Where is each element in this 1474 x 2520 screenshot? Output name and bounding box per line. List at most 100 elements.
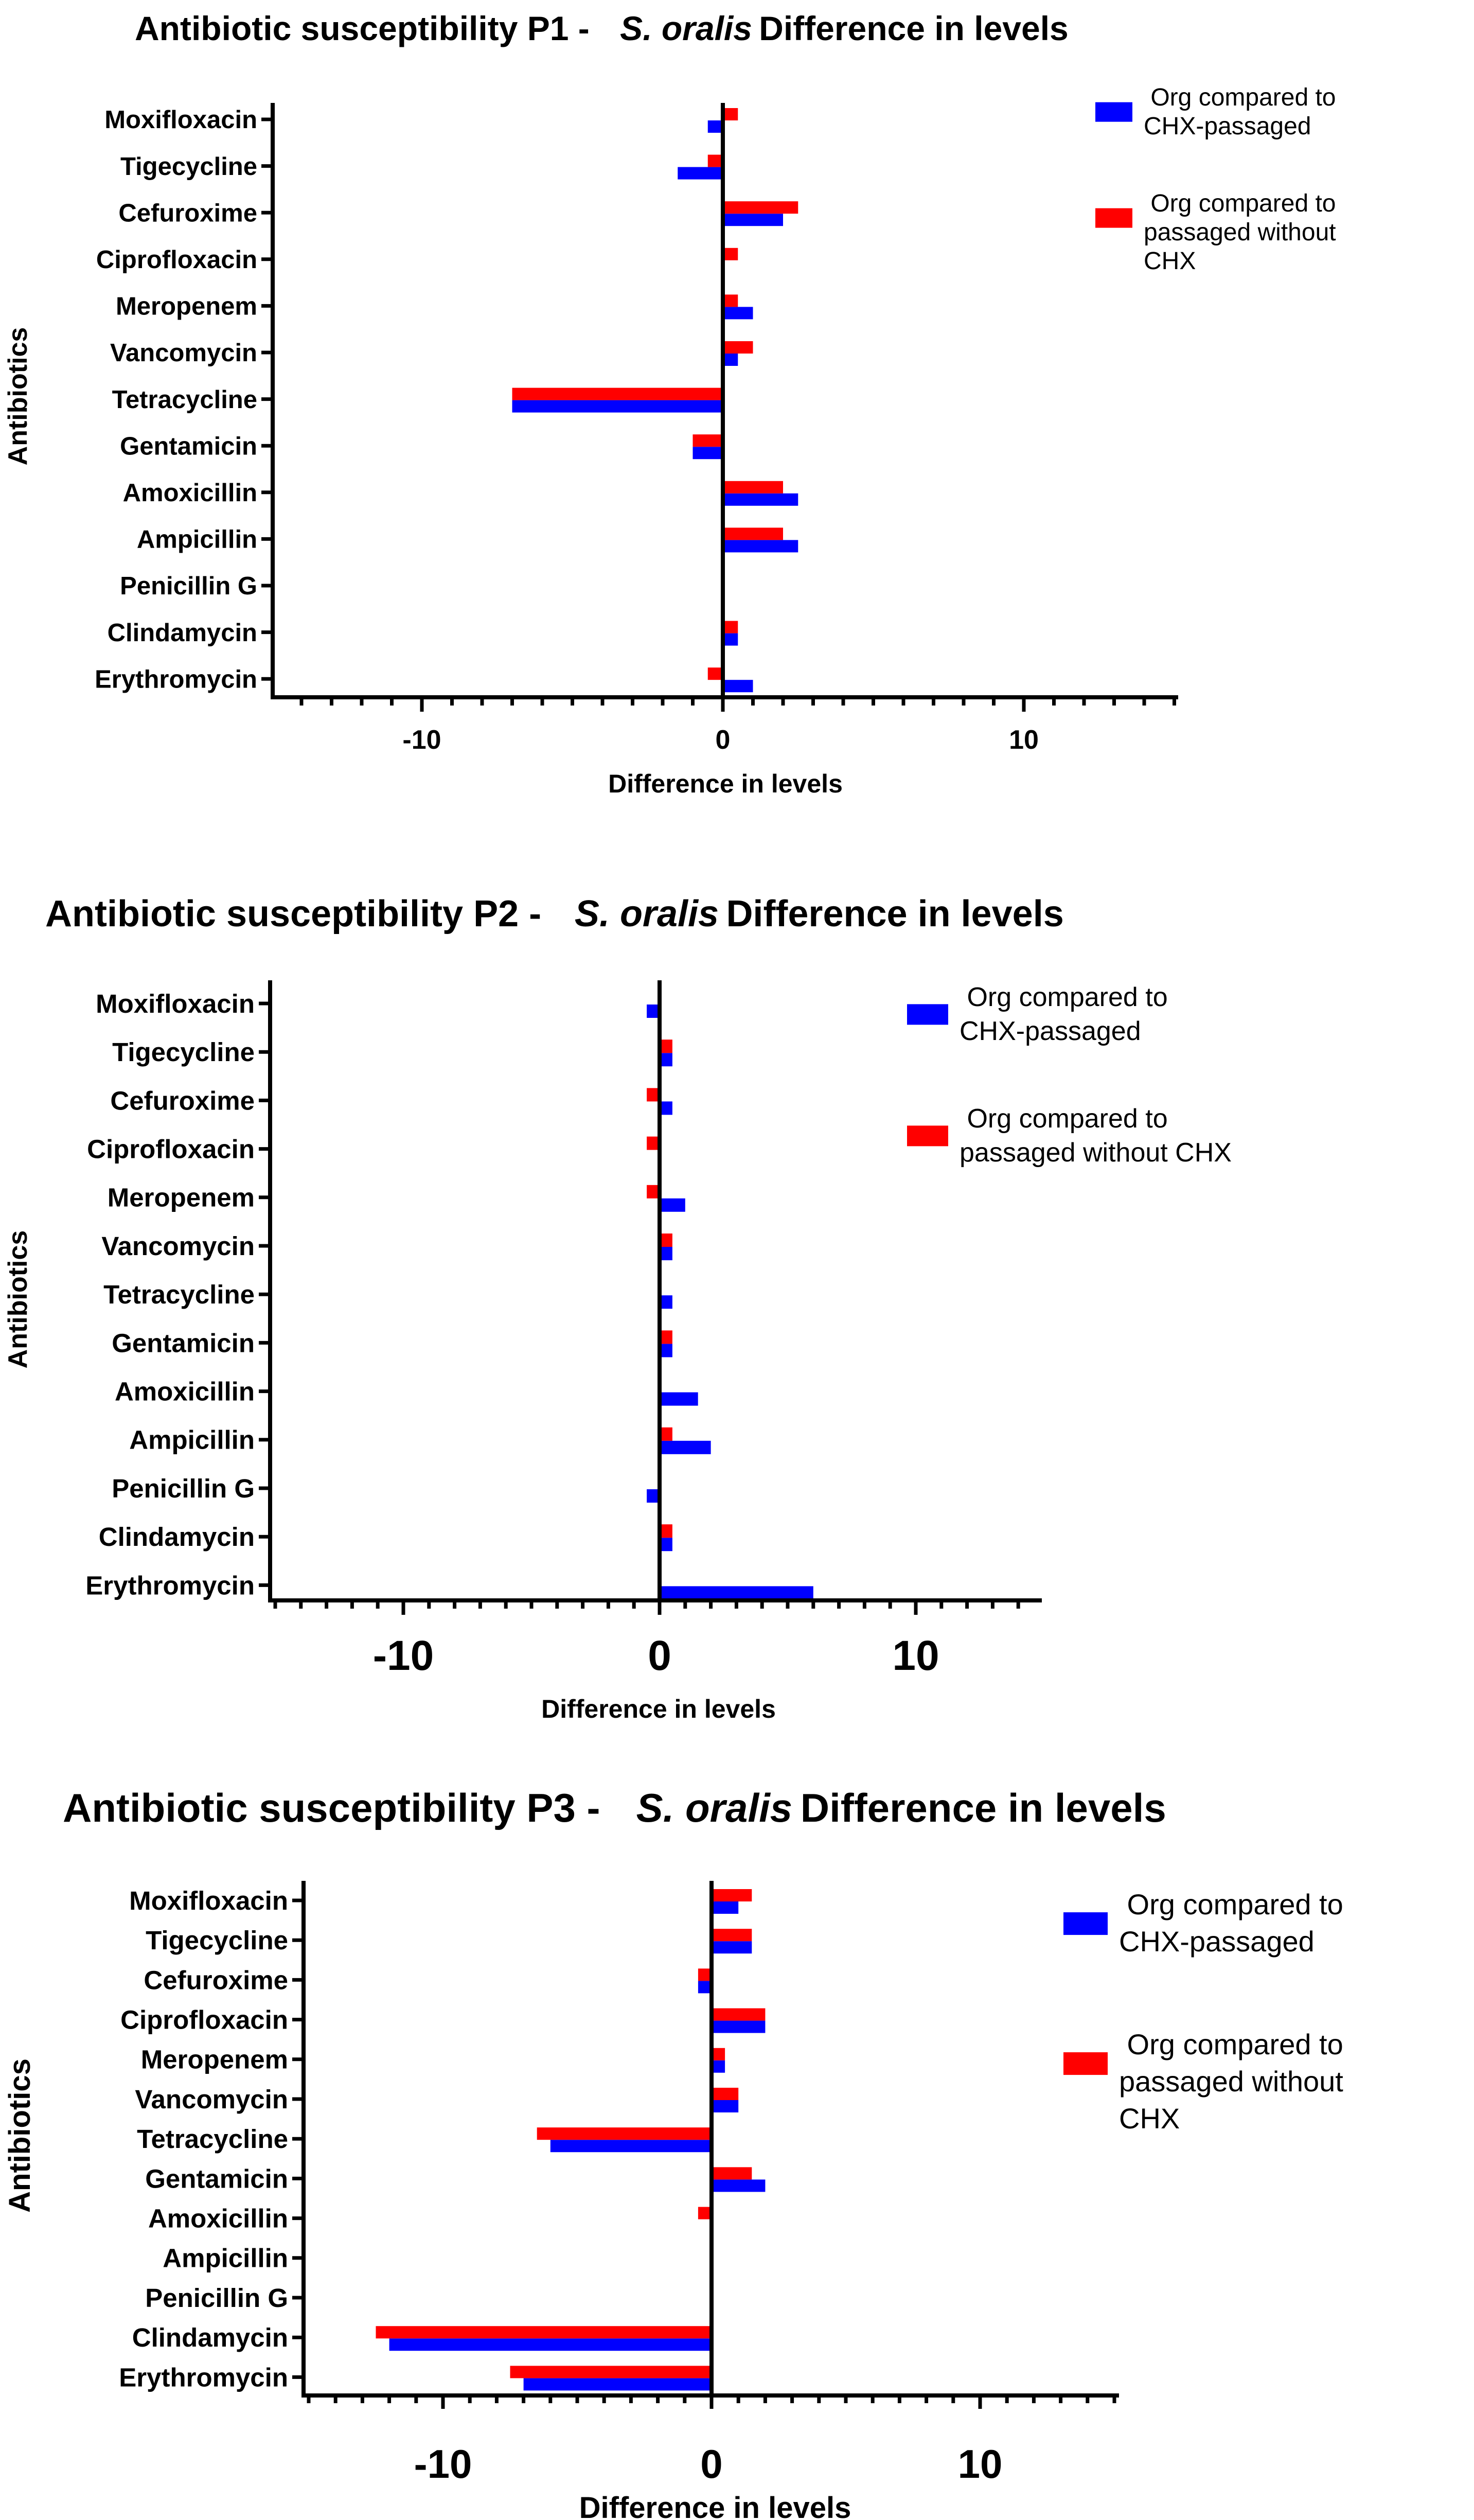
category-label: Tigecycline bbox=[112, 1037, 255, 1067]
category-label: Cefuroxime bbox=[144, 1965, 288, 1995]
chart-title-suffix: Difference in levels bbox=[801, 1785, 1166, 1830]
legend: Org compared to CHX-passaged Org compared… bbox=[1063, 1888, 1343, 2135]
chart-title-species: S. oralis bbox=[636, 1785, 792, 1830]
category-label: Amoxicillin bbox=[123, 479, 257, 507]
bar-chx-passaged-gentamicin bbox=[692, 447, 723, 460]
legend-label: CHX bbox=[1119, 2102, 1180, 2135]
bar-chx-passaged-tigecycline bbox=[678, 167, 723, 180]
bar-chx-passaged-vancomycin bbox=[660, 1247, 672, 1260]
bar-without-chx-ciprofloxacin bbox=[647, 1136, 660, 1150]
bar-chx-passaged-gentamicin bbox=[660, 1344, 672, 1358]
bar-without-chx-moxifloxacin bbox=[712, 1889, 752, 1901]
category-label: Meropenem bbox=[116, 293, 257, 321]
category-label: Cefuroxime bbox=[118, 199, 257, 227]
bar-chx-passaged-clindamycin bbox=[389, 2338, 712, 2351]
legend-label: passaged without CHX bbox=[960, 1138, 1232, 1168]
category-label: Vancomycin bbox=[110, 339, 257, 367]
bar-without-chx-ciprofloxacin bbox=[723, 248, 738, 260]
category-label: Tigecycline bbox=[146, 1926, 288, 1955]
bar-without-chx-tigecycline bbox=[712, 1929, 752, 1942]
bar-without-chx-moxifloxacin bbox=[723, 108, 738, 120]
bar-without-chx-tigecycline bbox=[660, 1039, 672, 1053]
bar-chx-passaged-meropenem bbox=[723, 307, 753, 320]
category-label: Vancomycin bbox=[101, 1231, 255, 1261]
bar-without-chx-meropenem bbox=[712, 2048, 725, 2060]
bar-chx-passaged-erythromycin bbox=[523, 2378, 712, 2391]
bar-without-chx-tigecycline bbox=[707, 154, 723, 167]
chart-p2: Antibiotic susceptibility P2 - S. oralis D… bbox=[3, 893, 1232, 1723]
chart-title-suffix: Difference in levels bbox=[726, 893, 1063, 935]
bar-chx-passaged-gentamicin bbox=[712, 2179, 766, 2192]
category-label: Moxifloxacin bbox=[96, 989, 255, 1018]
x-tick-label: 0 bbox=[716, 725, 731, 755]
category-label: Amoxicillin bbox=[148, 2204, 288, 2233]
x-tick-label: -10 bbox=[402, 725, 441, 755]
bar-without-chx-cefuroxime bbox=[647, 1088, 660, 1102]
x-axis-title: Difference in levels bbox=[579, 2491, 851, 2520]
bar-without-chx-gentamicin bbox=[692, 434, 723, 447]
bar-chx-passaged-erythromycin bbox=[723, 680, 753, 693]
bar-without-chx-vancomycin bbox=[723, 341, 753, 354]
bar-chx-passaged-amoxicillin bbox=[660, 1392, 698, 1406]
category-label: Gentamicin bbox=[120, 432, 257, 460]
bar-chx-passaged-tetracycline bbox=[660, 1295, 672, 1309]
category-label: Tetracycline bbox=[103, 1280, 255, 1309]
category-label: Ciprofloxacin bbox=[120, 2005, 288, 2034]
bar-without-chx-clindamycin bbox=[723, 621, 738, 633]
bar-chx-passaged-vancomycin bbox=[723, 354, 738, 366]
category-label: Gentamicin bbox=[145, 2164, 288, 2193]
category-label: Ciprofloxacin bbox=[87, 1134, 255, 1164]
legend-label: Org compared to bbox=[960, 1104, 1168, 1134]
category-label: Tetracycline bbox=[137, 2124, 288, 2154]
category-label: Ampicillin bbox=[129, 1425, 255, 1455]
legend-label: Org compared to bbox=[1119, 2028, 1343, 2060]
bar-chx-passaged-clindamycin bbox=[723, 633, 738, 646]
bar-without-chx-clindamycin bbox=[660, 1524, 672, 1538]
bar-chx-passaged-ampicillin bbox=[660, 1440, 711, 1454]
bar-chx-passaged-moxifloxacin bbox=[712, 1901, 739, 1914]
legend-label: Org compared to bbox=[1144, 190, 1336, 217]
x-tick-label: -10 bbox=[414, 2441, 472, 2487]
category-label: Ampicillin bbox=[163, 2244, 288, 2273]
bar-without-chx-erythromycin bbox=[707, 667, 723, 680]
bar-without-chx-gentamicin bbox=[660, 1330, 672, 1344]
chart-title-suffix: Difference in levels bbox=[759, 9, 1069, 47]
legend-swatch bbox=[907, 1004, 948, 1025]
chart-title-prefix: Antibiotic susceptibility P3 - bbox=[63, 1785, 600, 1830]
bar-chx-passaged-meropenem bbox=[712, 2060, 725, 2073]
chart-title: Antibiotic susceptibility P3 - S. oralis D… bbox=[63, 1785, 1166, 1830]
legend-swatch bbox=[1095, 208, 1132, 228]
x-tick-label: 0 bbox=[700, 2441, 722, 2487]
legend-item-without-chx: Org compared to passaged without CHX bbox=[1063, 2028, 1343, 2135]
category-label: Erythromycin bbox=[85, 1571, 255, 1600]
legend-swatch bbox=[1063, 1912, 1108, 1935]
bar-without-chx-vancomycin bbox=[712, 2088, 739, 2100]
bar-without-chx-clindamycin bbox=[376, 2326, 712, 2339]
bar-without-chx-meropenem bbox=[647, 1185, 660, 1199]
category-label: Penicillin G bbox=[112, 1474, 255, 1503]
bar-without-chx-erythromycin bbox=[510, 2366, 712, 2378]
legend-swatch bbox=[1063, 2052, 1108, 2075]
bar-without-chx-tetracycline bbox=[537, 2127, 712, 2140]
category-label: Clindamycin bbox=[99, 1522, 255, 1552]
bar-chx-passaged-cefuroxime bbox=[698, 1981, 712, 1994]
chart-title-prefix: Antibiotic susceptibility P2 - bbox=[45, 893, 541, 935]
chart-p1: Antibiotic susceptibility P1 - S. oralis D… bbox=[3, 9, 1336, 798]
y-axis-title: Antibiotics bbox=[3, 1230, 33, 1369]
bar-without-chx-ampicillin bbox=[723, 527, 783, 540]
category-label: Penicillin G bbox=[120, 572, 257, 600]
legend-label: passaged without bbox=[1119, 2065, 1343, 2098]
bar-without-chx-ciprofloxacin bbox=[712, 2008, 766, 2021]
category-label: Tetracycline bbox=[112, 386, 257, 414]
legend-swatch bbox=[907, 1125, 948, 1147]
bar-chx-passaged-tetracycline bbox=[550, 2140, 712, 2153]
bar-chx-passaged-cefuroxime bbox=[660, 1101, 672, 1115]
legend-swatch bbox=[1095, 102, 1132, 122]
chart-title-species: S. oralis bbox=[575, 893, 719, 935]
x-tick-label: 10 bbox=[1009, 725, 1039, 755]
bar-chx-passaged-moxifloxacin bbox=[647, 1005, 660, 1018]
bar-without-chx-amoxicillin bbox=[723, 481, 783, 494]
